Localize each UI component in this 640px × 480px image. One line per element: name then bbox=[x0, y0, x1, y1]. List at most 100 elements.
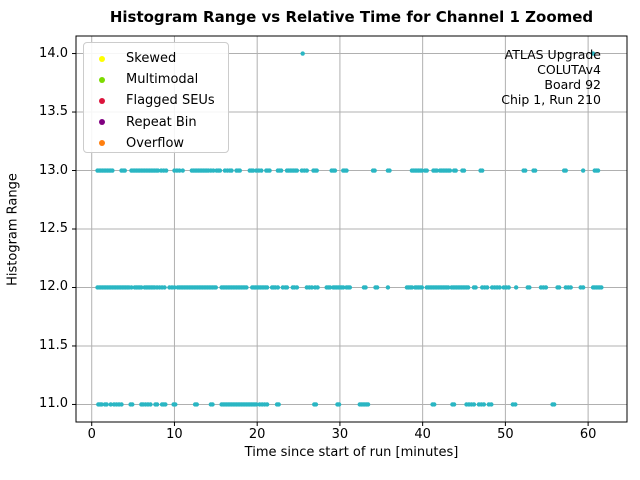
x-axis-label: Time since start of run [minutes] bbox=[244, 445, 459, 460]
y-tick-label: 11.5 bbox=[39, 337, 68, 353]
data-point bbox=[180, 168, 185, 173]
data-point bbox=[313, 402, 319, 407]
legend: Skewed Multimodal Flagged SEUs Repeat Bin Ov… bbox=[83, 42, 229, 153]
data-point bbox=[304, 168, 310, 173]
data-point bbox=[110, 168, 115, 173]
data-point bbox=[387, 168, 392, 173]
x-tick-label: 30 bbox=[331, 427, 349, 442]
y-tick-label: 12.0 bbox=[39, 279, 68, 295]
y-tick-label: 13.0 bbox=[39, 162, 68, 178]
data-point bbox=[506, 285, 511, 290]
x-tick-label: 10 bbox=[166, 427, 183, 442]
annotation-line: ATLAS Upgrade bbox=[504, 47, 601, 62]
y-tick-label: 11.0 bbox=[39, 396, 68, 412]
data-point bbox=[154, 402, 160, 407]
data-point bbox=[264, 285, 270, 290]
chart-title: Histogram Range vs Relative Time for Cha… bbox=[109, 8, 594, 26]
data-point bbox=[556, 285, 562, 290]
legend-label: Flagged SEUs bbox=[126, 93, 215, 109]
data-point bbox=[409, 285, 415, 290]
data-point bbox=[590, 51, 596, 56]
data-point bbox=[275, 285, 281, 290]
legend-label: Repeat Bin bbox=[126, 114, 197, 130]
data-point bbox=[471, 402, 477, 407]
data-point bbox=[446, 285, 451, 290]
data-point bbox=[563, 168, 568, 173]
x-tick-label: 0 bbox=[87, 427, 96, 442]
data-point bbox=[453, 168, 458, 173]
data-point bbox=[327, 285, 333, 290]
data-point bbox=[104, 402, 109, 407]
data-point bbox=[341, 285, 346, 290]
data-point bbox=[108, 402, 113, 407]
x-tick-label: 20 bbox=[248, 427, 266, 442]
data-point bbox=[465, 285, 471, 290]
data-point bbox=[481, 402, 487, 407]
data-point bbox=[173, 402, 178, 407]
data-point bbox=[139, 285, 144, 290]
data-point bbox=[595, 168, 601, 173]
data-point bbox=[434, 168, 439, 173]
data-point bbox=[385, 285, 391, 290]
data-point bbox=[237, 168, 243, 173]
legend-item: Skewed bbox=[84, 48, 228, 69]
data-point bbox=[473, 285, 478, 290]
data-point bbox=[172, 285, 177, 290]
data-point bbox=[374, 285, 380, 290]
legend-label: Skewed bbox=[126, 51, 177, 67]
data-point bbox=[130, 402, 135, 407]
data-point bbox=[497, 285, 502, 290]
data-point bbox=[451, 402, 457, 407]
data-point bbox=[163, 402, 168, 407]
data-point bbox=[155, 168, 161, 173]
data-point bbox=[300, 51, 305, 56]
data-point bbox=[419, 168, 425, 173]
data-point bbox=[484, 285, 490, 290]
legend-item: Repeat Bin bbox=[84, 112, 228, 133]
data-point bbox=[315, 285, 320, 290]
data-point bbox=[363, 285, 368, 290]
data-point bbox=[211, 168, 216, 173]
x-tick-label: 60 bbox=[579, 427, 597, 442]
data-point bbox=[424, 168, 429, 173]
legend-label: Multimodal bbox=[126, 72, 199, 88]
data-point bbox=[122, 168, 128, 173]
data-point bbox=[332, 168, 338, 173]
data-point bbox=[267, 168, 272, 173]
legend-marker-icon bbox=[99, 140, 105, 147]
data-point bbox=[119, 402, 124, 407]
x-tick-label: 40 bbox=[414, 427, 431, 442]
data-point bbox=[447, 168, 453, 173]
data-point bbox=[264, 402, 270, 407]
data-point bbox=[513, 402, 518, 407]
data-point bbox=[177, 168, 182, 173]
data-point bbox=[244, 285, 249, 290]
y-tick-label: 14.0 bbox=[39, 45, 68, 61]
data-point bbox=[309, 285, 314, 290]
x-tick-label: 50 bbox=[497, 427, 514, 442]
data-point bbox=[489, 402, 494, 407]
annotation-line: Chip 1, Run 210 bbox=[501, 92, 601, 107]
data-point bbox=[314, 168, 319, 173]
data-point bbox=[148, 402, 153, 407]
data-point bbox=[217, 168, 223, 173]
data-point bbox=[163, 168, 169, 173]
data-point bbox=[461, 168, 467, 173]
data-point bbox=[568, 285, 573, 290]
data-point bbox=[99, 402, 104, 407]
run-info-annotation: ATLAS Upgrade COLUTAv4 Board 92 Chip 1, Run… bbox=[501, 47, 601, 107]
data-point bbox=[513, 285, 519, 290]
data-point bbox=[527, 285, 532, 290]
data-point bbox=[580, 285, 586, 290]
data-point bbox=[294, 168, 300, 173]
data-point bbox=[229, 168, 234, 173]
data-point bbox=[254, 402, 259, 407]
data-point bbox=[284, 285, 290, 290]
data-point bbox=[365, 402, 371, 407]
data-point bbox=[532, 168, 538, 173]
legend-label: Overflow bbox=[126, 135, 185, 151]
data-point bbox=[213, 285, 219, 290]
data-point bbox=[344, 168, 349, 173]
